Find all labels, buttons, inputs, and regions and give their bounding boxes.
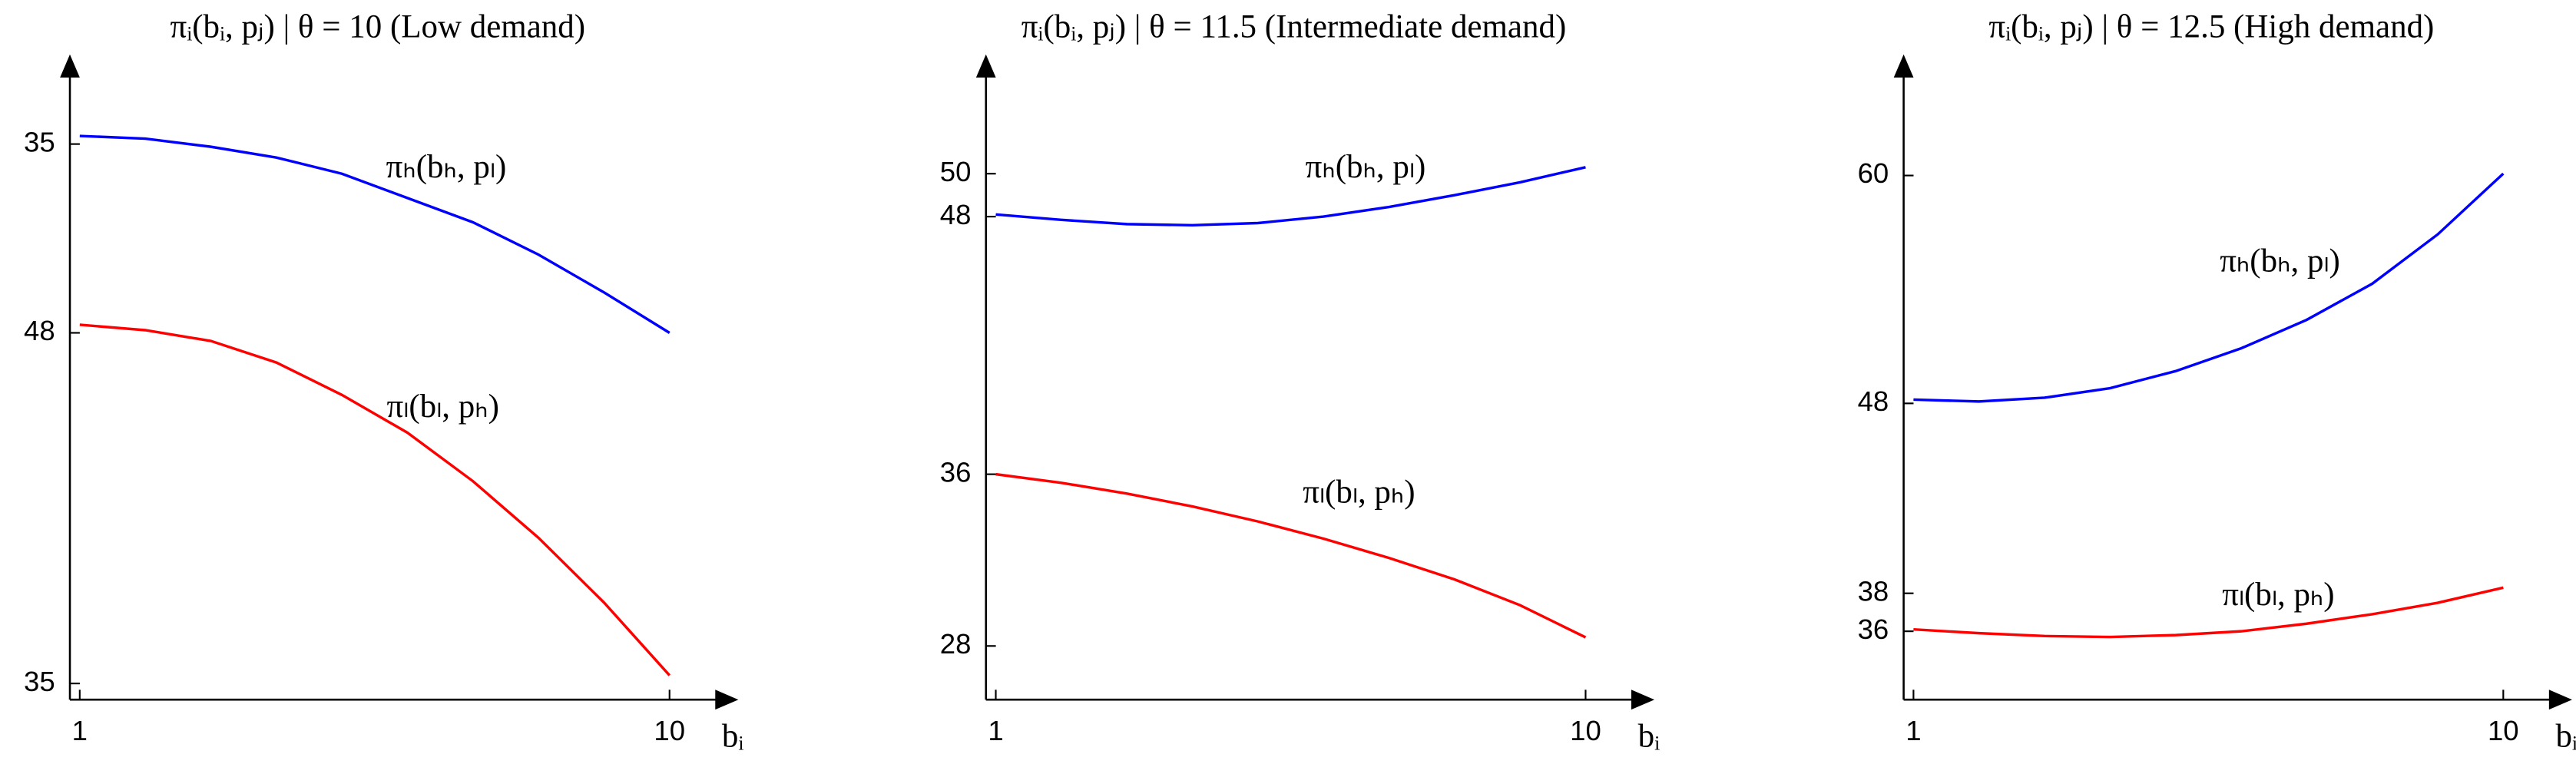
y-tick-label: 48 xyxy=(940,199,972,230)
y-tick-label: 60 xyxy=(1858,157,1889,189)
y-tick-label: 36 xyxy=(940,456,972,488)
curve xyxy=(79,134,670,334)
y-arrow xyxy=(1893,54,1914,78)
x-tick-label: 10 xyxy=(654,715,685,746)
y-tick-label: 35 xyxy=(24,666,55,697)
y-tick-label: 50 xyxy=(940,156,972,187)
curve xyxy=(1913,586,2504,639)
curve xyxy=(79,323,671,676)
x-tick-label: 10 xyxy=(1570,715,1601,746)
x-arrow xyxy=(1631,690,1655,710)
y-arrow xyxy=(975,54,996,78)
x-tick-label: 10 xyxy=(2488,715,2519,746)
y-tick-label: 28 xyxy=(940,628,972,660)
panel-title: πᵢ(bᵢ, pⱼ) | θ = 11.5 (Intermediate dema… xyxy=(1021,9,1567,45)
x-axis-label: bᵢ xyxy=(2555,719,2576,755)
y-tick-label: 36 xyxy=(1858,614,1889,645)
x-arrow xyxy=(2548,690,2572,710)
curve-label: πₕ(bₕ, pₗ) xyxy=(1306,149,1426,185)
curve xyxy=(995,166,1586,227)
panel-title: πᵢ(bᵢ, pⱼ) | θ = 12.5 (High demand) xyxy=(1988,9,2434,45)
x-arrow xyxy=(715,690,739,710)
curve xyxy=(995,472,1587,639)
y-tick-label: 35 xyxy=(24,126,55,157)
curve-label: πₕ(bₕ, pₗ) xyxy=(2220,243,2340,279)
y-tick-label: 48 xyxy=(1858,385,1889,417)
y-tick-label: 38 xyxy=(1858,575,1889,607)
y-tick-label: 48 xyxy=(24,315,55,346)
panel-title: πᵢ(bᵢ, pⱼ) | θ = 10 (Low demand) xyxy=(171,9,586,45)
curve-label: πₗ(bₗ, pₕ) xyxy=(2222,577,2334,613)
curve-label: πₗ(bₗ, pₕ) xyxy=(1303,475,1415,511)
curve xyxy=(1913,172,2505,403)
y-arrow xyxy=(60,54,80,78)
curve-label: πₕ(bₕ, pₗ) xyxy=(386,149,507,185)
x-tick-label: 1 xyxy=(72,715,88,746)
x-axis-label: bᵢ xyxy=(1638,719,1660,755)
x-tick-label: 1 xyxy=(988,715,1003,746)
x-tick-label: 1 xyxy=(1906,715,1921,746)
x-axis-label: bᵢ xyxy=(722,719,744,755)
curve-label: πₗ(bₗ, pₕ) xyxy=(386,389,498,425)
